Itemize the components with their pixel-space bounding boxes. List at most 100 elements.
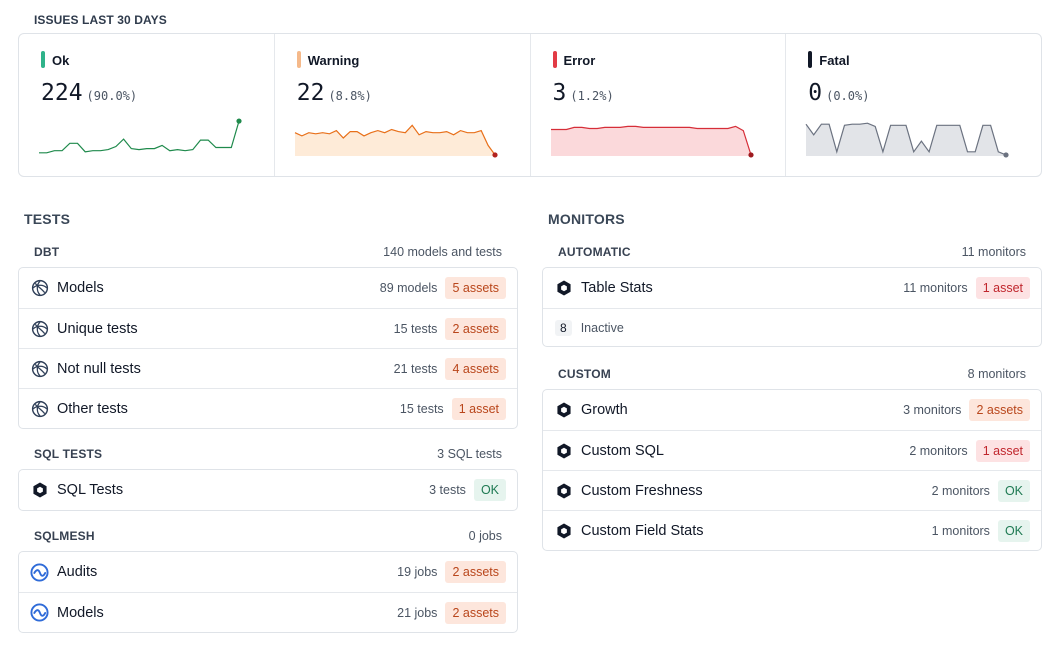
sparkline-end-point bbox=[236, 118, 242, 124]
row-meta: 89 models bbox=[379, 281, 438, 295]
dbt-icon bbox=[30, 279, 49, 298]
row-meta: 15 tests bbox=[393, 321, 438, 336]
tile-count: 0 (0.0%) bbox=[808, 80, 870, 106]
tile-count: 224 (90.0%) bbox=[41, 80, 138, 106]
group-header-sql-tests: SQL TESTS 3 SQL tests bbox=[34, 447, 502, 461]
sparkline bbox=[805, 122, 1009, 158]
list-item[interactable]: Not null tests 21 tests 4 assets bbox=[19, 348, 517, 388]
list-item[interactable]: Custom Freshness 2 monitors OK bbox=[543, 470, 1041, 510]
hexagon-icon bbox=[554, 441, 573, 460]
row-meta: 15 tests bbox=[399, 401, 444, 416]
dbt-icon bbox=[30, 319, 49, 338]
sparkline-end-point bbox=[747, 152, 754, 158]
tile-percent: (90.0%) bbox=[86, 89, 138, 103]
tile-label: Fatal bbox=[819, 53, 850, 68]
hexagon-icon bbox=[554, 401, 573, 420]
tile-percent: (8.8%) bbox=[328, 89, 372, 103]
list-item[interactable]: Unique tests 15 tests 2 assets bbox=[19, 308, 517, 348]
dbt-icon bbox=[30, 359, 49, 378]
row-name: SQL Tests bbox=[57, 482, 124, 498]
sparkline bbox=[294, 124, 498, 158]
monitors-heading: MONITORS bbox=[548, 211, 625, 227]
row-name: Growth bbox=[581, 402, 628, 418]
list-item[interactable]: Other tests 15 tests 1 asset bbox=[19, 388, 517, 428]
issue-tile-warning[interactable]: Warning 22 (8.8%) bbox=[275, 34, 531, 176]
hexagon-icon bbox=[554, 521, 573, 540]
status-badge[interactable]: 2 assets bbox=[445, 317, 506, 340]
row-name: Not null tests bbox=[57, 360, 141, 377]
status-color-bar bbox=[296, 51, 301, 68]
automatic-card: Table Stats 11 monitors 1 asset 8 Inacti… bbox=[542, 267, 1042, 347]
status-badge[interactable]: 2 assets bbox=[445, 561, 506, 583]
issue-tile-error[interactable]: Error 3 (1.2%) bbox=[531, 34, 787, 176]
list-item[interactable]: Table Stats 11 monitors 1 asset bbox=[543, 268, 1041, 308]
sparkline-area bbox=[806, 123, 1007, 156]
sparkline-end-point bbox=[1003, 152, 1009, 158]
issue-tile-fatal[interactable]: Fatal 0 (0.0%) bbox=[786, 34, 1041, 176]
group-header-sqlmesh: SQLMESH 0 jobs bbox=[34, 529, 502, 543]
status-badge[interactable]: 1 asset bbox=[975, 439, 1030, 462]
list-item[interactable]: Models 21 jobs 2 assets bbox=[19, 592, 517, 632]
dbt-card: Models 89 models 5 assets Unique tests 1… bbox=[18, 267, 518, 429]
status-badge[interactable]: 1 asset bbox=[451, 397, 506, 420]
sparkline bbox=[550, 125, 754, 158]
tile-percent: (0.0%) bbox=[826, 89, 870, 103]
inactive-count: 8 bbox=[555, 319, 572, 336]
sparkline-line bbox=[39, 120, 240, 154]
custom-card: Growth 3 monitors 2 assets Custom SQL 2 … bbox=[542, 389, 1042, 551]
sqlmesh-card: Audits 19 jobs 2 assets Models 21 jobs 2… bbox=[18, 551, 518, 633]
row-meta: 2 monitors bbox=[931, 483, 990, 498]
row-meta: 2 monitors bbox=[909, 443, 968, 458]
issue-tile-ok[interactable]: Ok 224 (90.0%) bbox=[19, 34, 275, 176]
sqlmesh-icon bbox=[30, 562, 49, 582]
status-badge[interactable]: 2 assets bbox=[969, 399, 1030, 421]
row-meta: 21 jobs bbox=[397, 605, 438, 620]
sparkline-line bbox=[805, 122, 1007, 156]
tile-label: Ok bbox=[52, 53, 70, 68]
status-badge[interactable]: OK bbox=[997, 479, 1030, 502]
sparkline-area bbox=[550, 126, 751, 156]
row-meta: 3 tests bbox=[429, 483, 466, 497]
status-badge[interactable]: 5 assets bbox=[445, 277, 506, 299]
list-item[interactable]: Custom SQL 2 monitors 1 asset bbox=[543, 430, 1041, 470]
group-count: 8 monitors bbox=[967, 367, 1026, 381]
tile-count: 3 (1.2%) bbox=[552, 80, 614, 106]
list-item[interactable]: Audits 19 jobs 2 assets bbox=[19, 552, 517, 592]
status-badge[interactable]: OK bbox=[997, 519, 1030, 542]
group-title: DBT bbox=[34, 245, 60, 259]
list-item[interactable]: Custom Field Stats 1 monitors OK bbox=[543, 510, 1041, 550]
hexagon-icon bbox=[554, 481, 573, 500]
group-header-custom: CUSTOM 8 monitors bbox=[558, 367, 1026, 381]
list-item[interactable]: Growth 3 monitors 2 assets bbox=[543, 390, 1041, 430]
status-badge[interactable]: 2 assets bbox=[445, 601, 506, 624]
group-header-automatic: AUTOMATIC 11 monitors bbox=[558, 245, 1026, 259]
sparkline-line bbox=[294, 124, 496, 156]
issues-summary-card: Ok 224 (90.0%) Warning 22 (8.8%) Error 3 (1… bbox=[18, 33, 1042, 177]
tests-heading: TESTS bbox=[24, 211, 71, 227]
row-name: Models bbox=[57, 280, 104, 296]
sparkline-area bbox=[294, 125, 495, 156]
row-name: Custom SQL bbox=[581, 442, 664, 459]
group-title: SQLMESH bbox=[34, 529, 95, 543]
hexagon-icon bbox=[554, 279, 573, 298]
status-color-bar bbox=[808, 51, 813, 68]
issues-title: ISSUES LAST 30 DAYS bbox=[34, 13, 167, 27]
tile-count: 22 (8.8%) bbox=[296, 80, 372, 106]
group-title: CUSTOM bbox=[558, 367, 611, 381]
group-title: AUTOMATIC bbox=[558, 245, 631, 259]
list-item[interactable]: SQL Tests 3 tests OK bbox=[19, 470, 517, 510]
status-badge[interactable]: 1 asset bbox=[975, 277, 1030, 299]
tile-label: Error bbox=[563, 53, 596, 68]
row-meta: 21 tests bbox=[393, 361, 438, 376]
row-meta: 3 monitors bbox=[903, 403, 962, 417]
row-name: Custom Freshness bbox=[581, 482, 703, 499]
list-item[interactable]: Models 89 models 5 assets bbox=[19, 268, 517, 308]
inactive-label: Inactive bbox=[580, 320, 624, 335]
row-meta: 19 jobs bbox=[397, 565, 438, 579]
status-badge[interactable]: OK bbox=[473, 479, 506, 501]
row-name: Custom Field Stats bbox=[581, 522, 704, 539]
row-name: Models bbox=[57, 604, 104, 621]
dbt-icon bbox=[30, 399, 49, 418]
inactive-row[interactable]: 8 Inactive bbox=[543, 308, 1041, 346]
status-badge[interactable]: 4 assets bbox=[445, 357, 506, 380]
